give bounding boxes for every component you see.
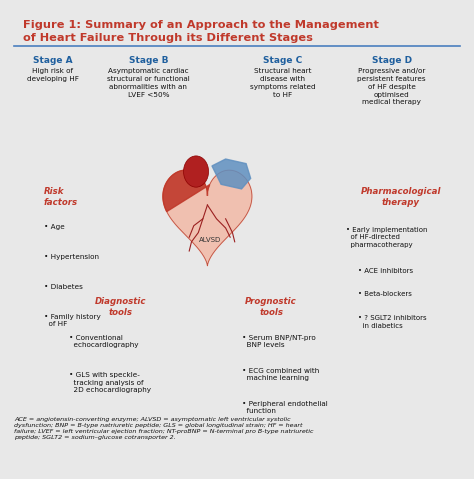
- Text: • Hypertension: • Hypertension: [44, 254, 99, 260]
- Text: • ACE inhibitors: • ACE inhibitors: [357, 268, 413, 274]
- Ellipse shape: [183, 156, 209, 187]
- Text: Diagnostic
tools: Diagnostic tools: [95, 297, 147, 317]
- Text: • Age: • Age: [44, 224, 64, 230]
- Polygon shape: [163, 170, 210, 212]
- Text: Stage B: Stage B: [128, 56, 168, 65]
- Text: High risk of
developing HF: High risk of developing HF: [27, 68, 79, 82]
- Text: Prognostic
tools: Prognostic tools: [245, 297, 297, 317]
- Polygon shape: [212, 159, 251, 189]
- Text: • Family history
  of HF: • Family history of HF: [44, 314, 100, 327]
- Text: • GLS with speckle-
  tracking analysis of
  2D echocardiography: • GLS with speckle- tracking analysis of…: [69, 372, 151, 393]
- Text: Figure 1: Summary of an Approach to the Management: Figure 1: Summary of an Approach to the …: [23, 20, 379, 30]
- Text: Stage C: Stage C: [263, 56, 302, 65]
- Text: ACE = angiotensin-converting enzyme; ALVSD = asymptomatic left ventricular systo: ACE = angiotensin-converting enzyme; ALV…: [14, 417, 313, 440]
- Text: Structural heart
disease with
symptoms related
to HF: Structural heart disease with symptoms r…: [250, 68, 315, 98]
- Text: Risk
factors: Risk factors: [44, 187, 78, 207]
- Text: • Conventional
  echocardiography: • Conventional echocardiography: [69, 335, 138, 348]
- Text: Stage A: Stage A: [33, 56, 73, 65]
- Text: of Heart Failure Through its Different Stages: of Heart Failure Through its Different S…: [23, 33, 313, 43]
- Text: Stage D: Stage D: [372, 56, 412, 65]
- Text: • ? SGLT2 inhibitors
  in diabetics: • ? SGLT2 inhibitors in diabetics: [357, 315, 426, 329]
- Text: Pharmacological
therapy: Pharmacological therapy: [361, 187, 441, 207]
- Text: • Early implementation
  of HF-directed
  pharmacotherapy: • Early implementation of HF-directed ph…: [346, 227, 428, 248]
- Text: • Diabetes: • Diabetes: [44, 284, 82, 290]
- Text: Asymptomatic cardiac
structural or functional
abnormalities with an
LVEF <50%: Asymptomatic cardiac structural or funct…: [107, 68, 190, 98]
- Text: ALVSD: ALVSD: [199, 237, 221, 242]
- Text: Progressive and/or
persistent features
of HF despite
optimised
medical therapy: Progressive and/or persistent features o…: [357, 68, 426, 105]
- Text: • Serum BNP/NT-pro
  BNP levels: • Serum BNP/NT-pro BNP levels: [242, 335, 315, 348]
- Text: • Peripheral endothelial
  function: • Peripheral endothelial function: [242, 401, 328, 414]
- Polygon shape: [163, 170, 252, 266]
- Text: • Beta-blockers: • Beta-blockers: [357, 291, 411, 297]
- Text: • ECG combined with
  machine learning: • ECG combined with machine learning: [242, 368, 319, 381]
